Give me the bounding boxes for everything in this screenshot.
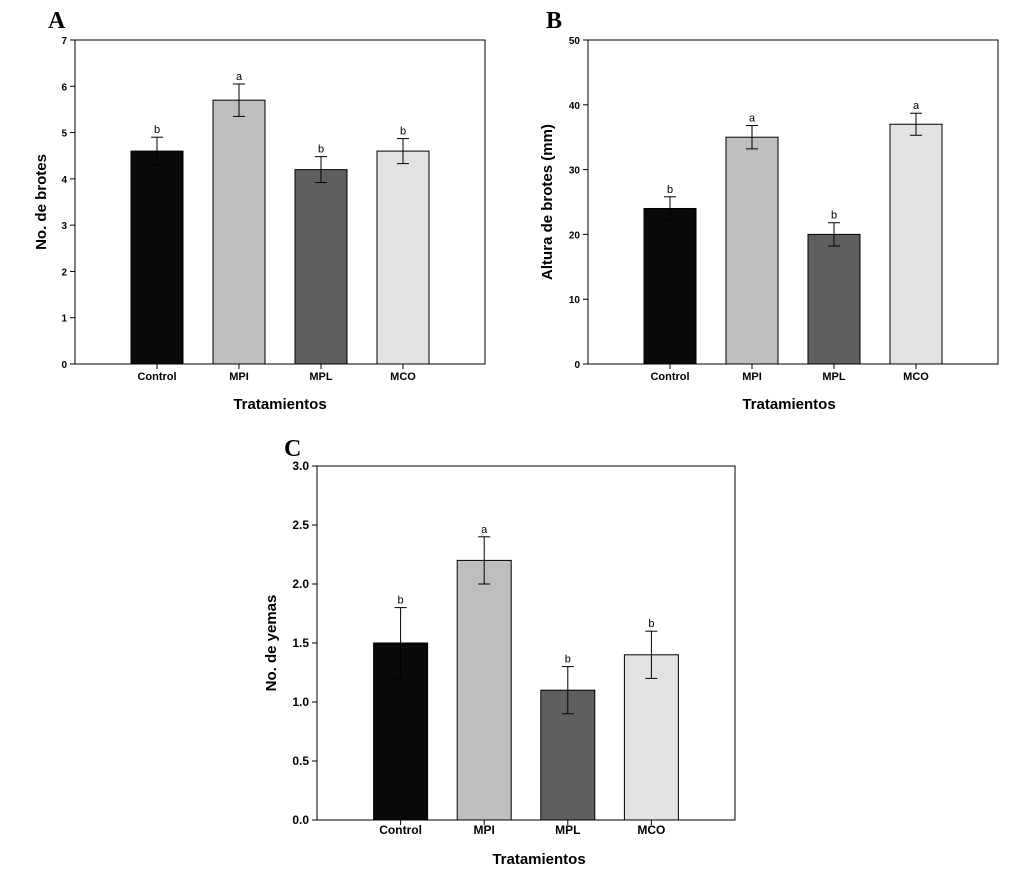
y-axis-title: No. de yemas bbox=[263, 595, 280, 692]
x-axis-title: Tratamientos bbox=[233, 396, 326, 413]
panel-b: B 0 10 20 30 40 50 b Control a MPI b MPL a MCO Tratamie… bbox=[539, 8, 999, 413]
bar-control bbox=[643, 207, 697, 365]
x-axis-title: Tratamientos bbox=[492, 851, 585, 868]
y-tick-label: 3.0 bbox=[292, 459, 309, 473]
bar-mpl bbox=[807, 233, 861, 365]
y-axis-title: No. de brotes bbox=[33, 154, 50, 250]
category-label: MPI bbox=[742, 371, 762, 383]
category-label: MPL bbox=[309, 371, 333, 383]
category-label: Control bbox=[650, 371, 689, 383]
bar-mpi bbox=[456, 559, 512, 821]
category-label: MPI bbox=[474, 823, 495, 837]
significance-label: a bbox=[236, 71, 243, 83]
significance-label: b bbox=[831, 210, 837, 222]
significance-label: b bbox=[648, 618, 654, 630]
x-axis-title: Tratamientos bbox=[742, 396, 835, 413]
y-tick-label: 3 bbox=[61, 221, 67, 232]
y-tick-label: 7 bbox=[61, 36, 67, 47]
y-tick-label: 10 bbox=[569, 295, 581, 306]
y-tick-label: 2.5 bbox=[292, 518, 309, 532]
plot-frame bbox=[587, 39, 999, 365]
category-label: MPL bbox=[555, 823, 580, 837]
panel-letter: C bbox=[284, 436, 301, 462]
y-tick-label: 50 bbox=[569, 36, 581, 47]
category-label: MPI bbox=[229, 371, 249, 383]
significance-label: a bbox=[913, 100, 920, 112]
significance-label: a bbox=[481, 524, 488, 536]
category-label: Control bbox=[379, 823, 422, 837]
significance-label: b bbox=[398, 595, 404, 607]
significance-label: a bbox=[749, 113, 756, 125]
significance-label: b bbox=[667, 184, 673, 196]
panel-letter: B bbox=[546, 8, 562, 34]
y-tick-label: 1.0 bbox=[292, 695, 309, 709]
bar-mco bbox=[623, 654, 679, 821]
y-tick-label: 6 bbox=[61, 82, 67, 93]
bar-mpl bbox=[294, 169, 348, 365]
y-axis-title: Altura de brotes (mm) bbox=[539, 124, 556, 280]
category-label: MPL bbox=[822, 371, 846, 383]
y-tick-label: 5 bbox=[61, 129, 67, 140]
bar-mpi bbox=[725, 136, 779, 365]
bar-control bbox=[130, 150, 184, 365]
significance-label: b bbox=[400, 126, 406, 138]
significance-label: b bbox=[565, 654, 571, 666]
y-tick-label: 4 bbox=[61, 175, 67, 186]
category-label: MCO bbox=[903, 371, 929, 383]
category-label: Control bbox=[137, 371, 176, 383]
bar-mco bbox=[376, 150, 430, 365]
y-tick-label: 0.0 bbox=[292, 813, 309, 827]
category-label: MCO bbox=[390, 371, 416, 383]
bar-mpi bbox=[212, 99, 266, 365]
y-tick-label: 0.5 bbox=[292, 754, 309, 768]
y-tick-label: 2.0 bbox=[292, 577, 309, 591]
y-tick-label: 30 bbox=[569, 166, 581, 177]
y-tick-label: 1.5 bbox=[292, 636, 309, 650]
significance-label: b bbox=[154, 124, 160, 136]
y-tick-label: 1 bbox=[61, 314, 67, 325]
category-label: MCO bbox=[637, 823, 665, 837]
panel-a: A 0 1 2 3 4 5 6 7 b Control a MPI b MPL b MCO Tratamiento… bbox=[33, 8, 486, 413]
y-tick-label: 20 bbox=[569, 230, 581, 241]
y-tick-label: 40 bbox=[569, 101, 581, 112]
significance-label: b bbox=[318, 144, 324, 156]
panel-c: C 0.0 0.5 1.0 1.5 2.0 2.5 3.0 b Control a MPI b MPL b M… bbox=[263, 436, 736, 868]
y-tick-label: 0 bbox=[61, 360, 67, 371]
panel-letter: A bbox=[48, 8, 66, 34]
y-tick-label: 2 bbox=[61, 267, 67, 278]
bar-mco bbox=[889, 123, 943, 365]
y-tick-label: 0 bbox=[574, 360, 580, 371]
plot-frame bbox=[74, 39, 486, 365]
